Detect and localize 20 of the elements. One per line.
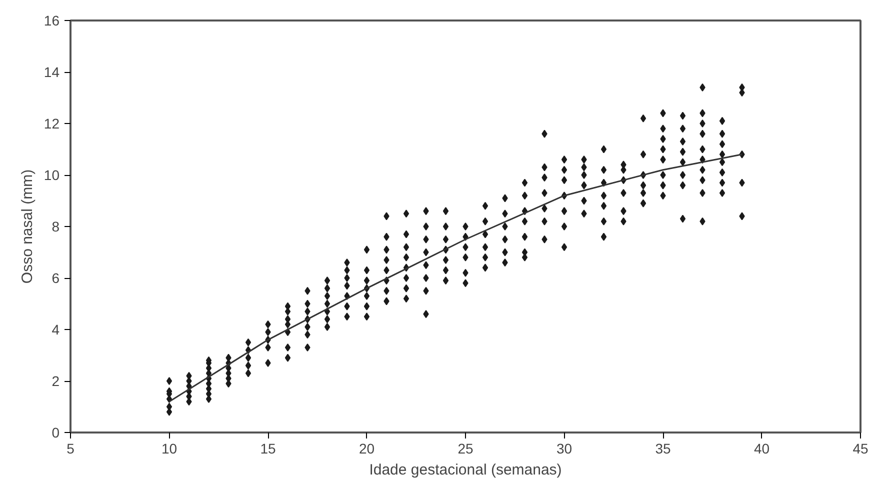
x-tick-label: 20 bbox=[358, 440, 375, 456]
x-tick-label: 5 bbox=[66, 440, 75, 456]
x-tick-label: 45 bbox=[852, 440, 868, 456]
y-tick-label: 6 bbox=[52, 270, 60, 286]
x-tick-label: 10 bbox=[161, 440, 178, 456]
y-tick-label: 4 bbox=[52, 322, 60, 338]
y-tick-label: 2 bbox=[52, 373, 60, 389]
x-tick-label: 35 bbox=[655, 440, 671, 456]
y-axis-title: Osso nasal (mm) bbox=[18, 169, 36, 284]
y-tick-label: 10 bbox=[44, 167, 60, 183]
y-tick-label: 8 bbox=[52, 218, 60, 234]
x-axis-title: Idade gestacional (semanas) bbox=[369, 462, 562, 478]
y-tick-label: 12 bbox=[44, 116, 60, 132]
x-tick-label: 30 bbox=[556, 440, 572, 456]
y-tick-label: 0 bbox=[52, 424, 60, 440]
x-tick-label: 15 bbox=[260, 440, 276, 456]
x-tick-label: 25 bbox=[458, 440, 474, 456]
y-tick-label: 14 bbox=[44, 64, 60, 80]
y-tick-label: 16 bbox=[44, 12, 60, 28]
x-tick-label: 40 bbox=[754, 440, 770, 456]
